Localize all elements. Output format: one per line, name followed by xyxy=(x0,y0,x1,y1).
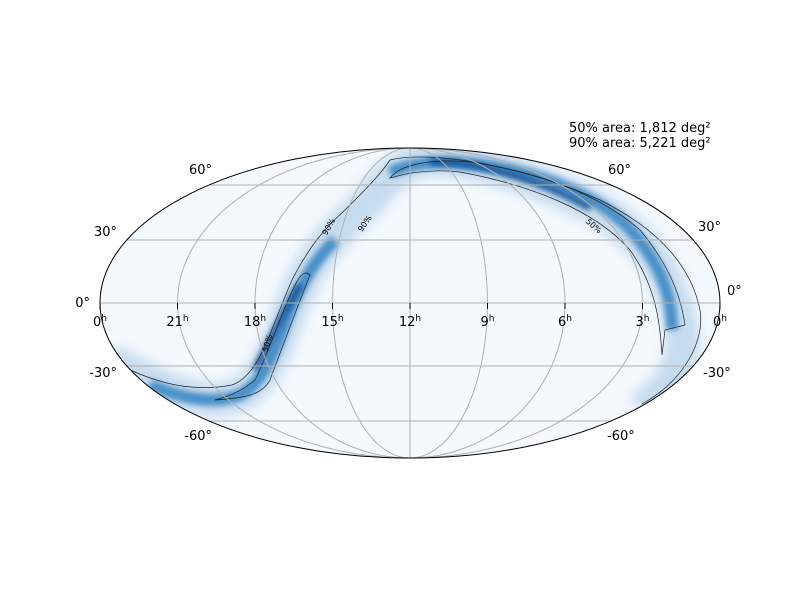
dec-label: -60° xyxy=(607,429,635,444)
ra-value: 9 xyxy=(481,315,489,330)
dec-label: -60° xyxy=(184,429,212,444)
ra-unit: h xyxy=(183,314,189,324)
ra-value: 15 xyxy=(321,315,338,330)
ra-value: 0 xyxy=(93,315,101,330)
dec-label: 60° xyxy=(608,163,631,178)
ra-label: 15h xyxy=(321,314,343,330)
dec-label: 30° xyxy=(94,225,117,240)
ra-unit: h xyxy=(566,314,572,324)
dec-label: 0° xyxy=(75,296,90,311)
ra-unit: h xyxy=(260,314,266,324)
ra-labels: 0h 21h 18h 15h 12h 9h 6h 3h 0h xyxy=(93,303,727,330)
ra-unit: h xyxy=(721,314,727,324)
ra-value: 12 xyxy=(399,315,416,330)
ra-value: 21 xyxy=(166,315,183,330)
ra-value: 0 xyxy=(713,315,721,330)
dec-label: -30° xyxy=(703,366,731,381)
ra-label: 0h xyxy=(713,314,727,330)
ra-unit: h xyxy=(644,314,650,324)
dec-label: -30° xyxy=(89,366,117,381)
ra-unit: h xyxy=(415,314,421,324)
ra-unit: h xyxy=(101,314,107,324)
ra-value: 6 xyxy=(558,315,566,330)
ra-label: 6h xyxy=(558,314,572,330)
annotation: 50% area: 1,812 deg² xyxy=(569,121,711,136)
ra-unit: h xyxy=(338,314,344,324)
annotation: 90% area: 5,221 deg² xyxy=(569,136,711,151)
ra-label: 12h xyxy=(399,314,421,330)
ra-label: 18h xyxy=(244,314,266,330)
ra-label: 21h xyxy=(166,314,188,330)
ra-label: 9h xyxy=(481,314,495,330)
ra-value: 18 xyxy=(244,315,261,330)
dec-label: 0° xyxy=(727,284,742,299)
ra-value: 3 xyxy=(636,315,644,330)
dec-label: 60° xyxy=(189,163,212,178)
ra-unit: h xyxy=(489,314,495,324)
dec-label: 30° xyxy=(698,220,721,235)
ra-label: 3h xyxy=(636,314,650,330)
ra-label: 0h xyxy=(93,314,107,330)
